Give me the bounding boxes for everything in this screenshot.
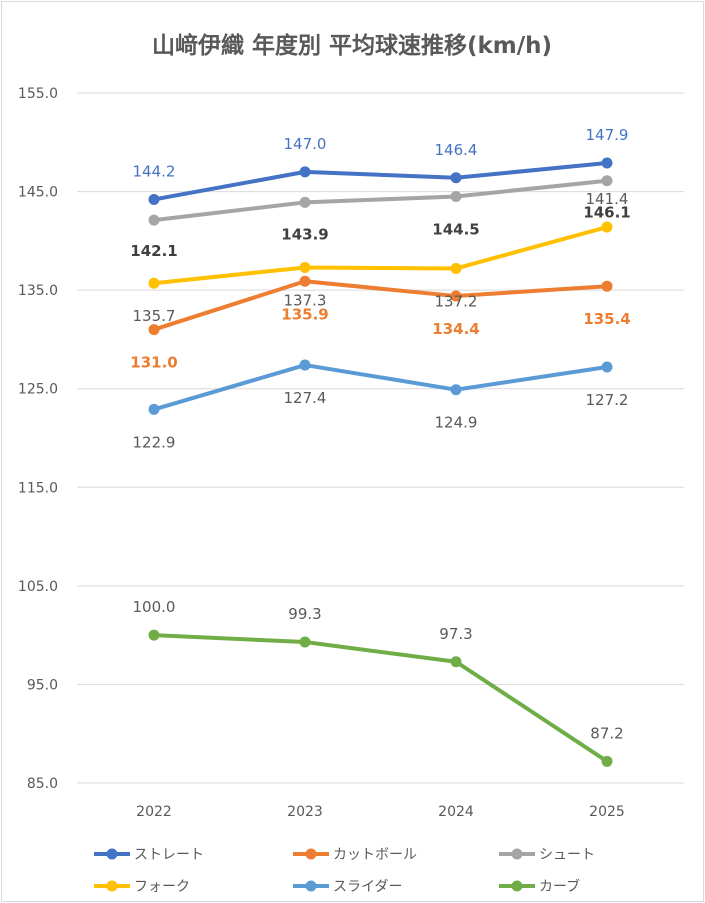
data-label-1-0: 131.0 <box>130 354 177 372</box>
series-line-2 <box>152 178 609 223</box>
data-label-1-1: 135.9 <box>281 305 328 323</box>
legend-item-4: スライダー <box>293 879 402 895</box>
series-5 <box>148 629 613 767</box>
legend-label-4: スライダー <box>333 879 402 895</box>
data-label-0-3: 147.9 <box>586 126 629 144</box>
data-label-1-3: 135.4 <box>583 310 630 328</box>
legend-marker-5 <box>511 880 523 892</box>
data-label-5-1: 99.3 <box>288 605 321 623</box>
data-point-2-2 <box>450 191 462 202</box>
data-label-2-0: 142.1 <box>130 242 177 260</box>
y-tick-label-7: 85.0 <box>27 776 58 792</box>
data-labels: 144.2 147.0 146.4 147.9 131.0 135.9 134.4 135.4… <box>130 126 630 742</box>
data-label-5-3: 87.2 <box>590 724 623 742</box>
data-label-3-1: 137.3 <box>284 291 327 309</box>
data-point-5-3 <box>601 755 613 767</box>
data-point-2-3 <box>601 175 613 187</box>
data-label-4-0: 122.9 <box>133 433 176 451</box>
y-tick-label-6: 95.0 <box>27 677 58 693</box>
data-point-3-3 <box>601 221 613 233</box>
data-point-4-1 <box>299 359 311 371</box>
legend-marker-4 <box>305 880 317 892</box>
series-line-5 <box>152 633 609 764</box>
series-1 <box>148 275 613 336</box>
x-axis: 2022 2023 2024 2025 <box>136 804 625 820</box>
legend-item-0: ストレート <box>94 847 204 863</box>
series-line-1 <box>152 279 609 332</box>
data-label-2-1: 143.9 <box>281 225 328 243</box>
series-4 <box>148 359 613 415</box>
data-point-5-1 <box>299 636 311 648</box>
data-label-3-2: 137.2 <box>435 292 478 310</box>
series-line-4 <box>152 363 609 412</box>
legend-item-2: シュート <box>499 847 595 863</box>
y-tick-label-5: 105.0 <box>18 579 58 595</box>
data-point-1-0 <box>148 324 160 336</box>
data-point-0-1 <box>299 166 311 178</box>
y-tick-label-3: 125.0 <box>18 382 58 398</box>
legend-label-0: ストレート <box>134 847 204 863</box>
data-label-4-1: 127.4 <box>284 389 327 407</box>
legend-label-2: シュート <box>539 847 595 863</box>
data-label-0-2: 146.4 <box>435 141 478 159</box>
data-point-1-1 <box>299 275 311 287</box>
data-label-4-3: 127.2 <box>586 391 629 409</box>
data-point-0-0 <box>148 193 160 205</box>
legend-marker-1 <box>305 848 317 860</box>
y-tick-label-4: 115.0 <box>18 480 58 496</box>
y-axis: 155.0 145.0 135.0 125.0 115.0 105.0 95.0 85.0 <box>18 86 58 792</box>
series-0 <box>148 157 613 205</box>
data-point-3-0 <box>148 277 160 289</box>
data-label-1-2: 134.4 <box>432 320 479 338</box>
y-tick-label-2: 135.0 <box>18 283 58 299</box>
x-tick-label-2025: 2025 <box>589 804 625 820</box>
data-label-3-3: 141.4 <box>586 190 629 208</box>
data-point-4-0 <box>148 403 160 415</box>
data-label-2-2: 144.5 <box>432 221 479 239</box>
data-label-5-0: 100.0 <box>133 598 176 616</box>
data-point-5-2 <box>450 656 462 668</box>
legend-label-1: カットボール <box>333 847 417 863</box>
data-point-0-3 <box>601 157 613 169</box>
data-label-0-1: 147.0 <box>284 135 327 153</box>
data-label-2-3: 146.1 <box>583 204 630 222</box>
legend-marker-0 <box>106 848 118 860</box>
data-point-3-1 <box>299 261 311 273</box>
data-label-3-0: 135.7 <box>133 307 176 325</box>
y-tick-label-0: 155.0 <box>18 86 58 102</box>
data-point-5-0 <box>148 629 160 641</box>
data-point-2-1 <box>299 196 311 208</box>
legend-label-3: フォーク <box>134 879 190 895</box>
legend-item-1: カットボール <box>293 847 417 863</box>
data-point-3-2 <box>450 262 462 274</box>
data-point-0-2 <box>450 172 462 184</box>
data-label-4-2: 124.9 <box>435 414 478 432</box>
legend-marker-3 <box>106 880 118 892</box>
chart-title: 山﨑伊織 年度別 平均球速推移(km/h) <box>152 32 552 59</box>
data-point-1-2 <box>450 290 462 302</box>
data-point-1-3 <box>601 280 613 292</box>
series-layer <box>148 157 613 767</box>
legend-item-3: フォーク <box>94 879 190 895</box>
series-2 <box>148 175 613 226</box>
legend-label-5: カーブ <box>539 878 580 895</box>
series-3 <box>148 221 613 289</box>
data-label-5-2: 97.3 <box>439 625 472 643</box>
data-point-4-3 <box>601 361 613 373</box>
legend-marker-2 <box>511 848 523 860</box>
x-tick-label-2023: 2023 <box>287 804 323 820</box>
series-line-0 <box>152 160 609 202</box>
legend-item-5: カーブ <box>499 878 580 895</box>
data-point-4-2 <box>450 384 462 396</box>
data-point-2-0 <box>148 214 160 226</box>
series-line-3 <box>152 225 609 286</box>
y-tick-label-1: 145.0 <box>18 185 58 201</box>
x-tick-label-2022: 2022 <box>136 804 172 820</box>
x-tick-label-2024: 2024 <box>438 804 474 820</box>
data-label-0-0: 144.2 <box>133 162 176 180</box>
